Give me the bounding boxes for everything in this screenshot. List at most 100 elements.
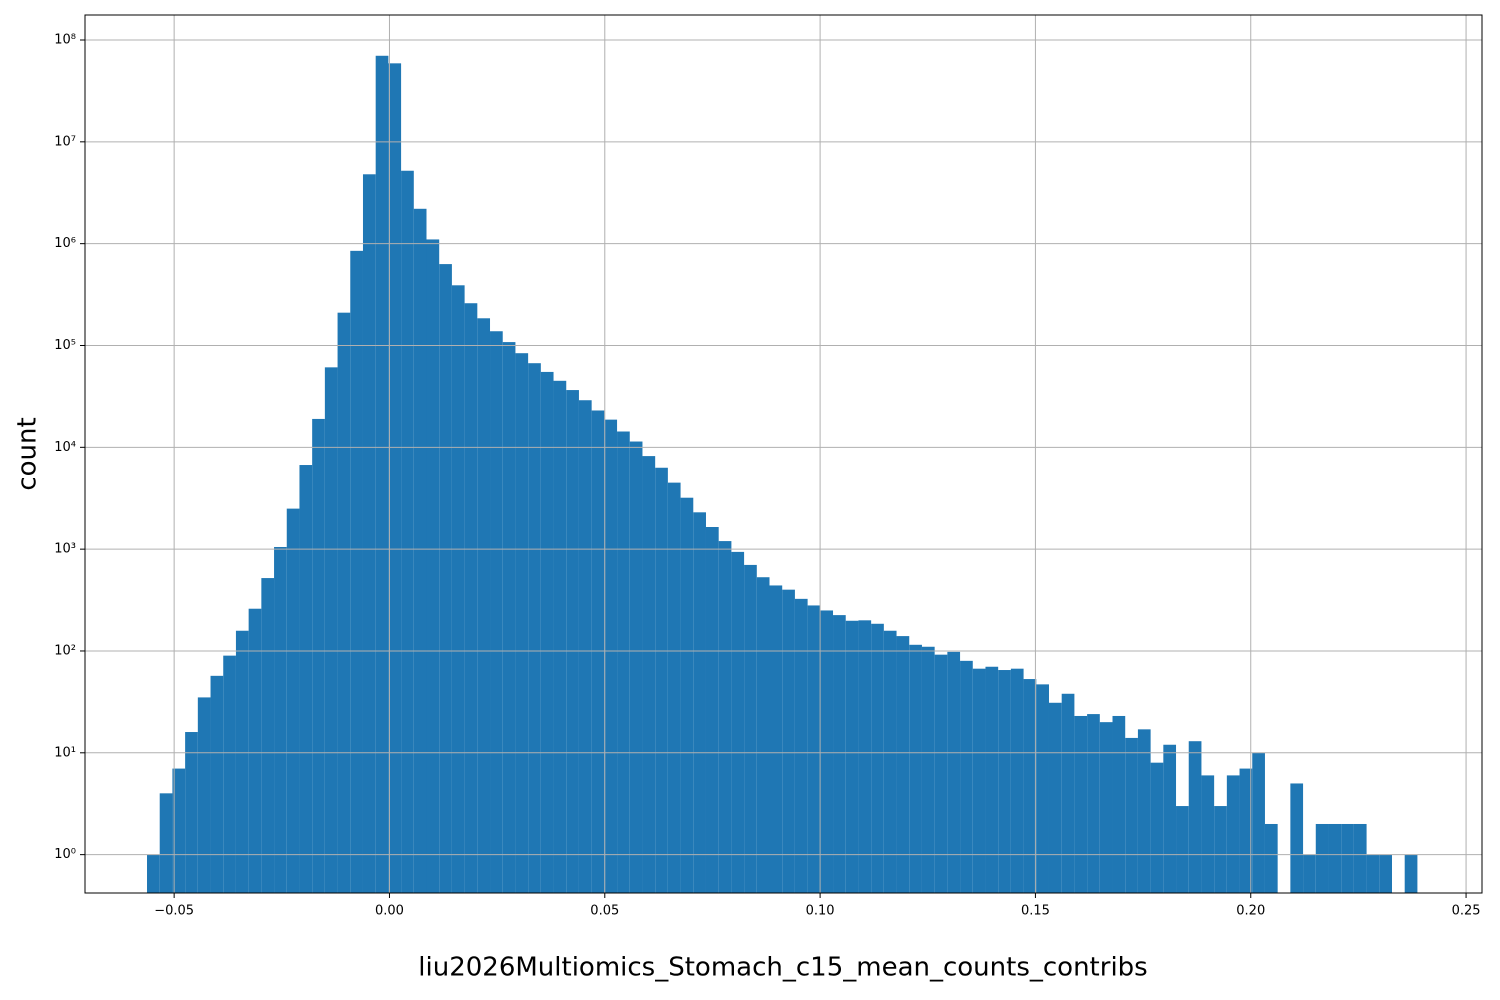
bar [185, 732, 198, 893]
bar [528, 363, 541, 893]
bar [261, 578, 275, 893]
bar [1074, 715, 1088, 893]
bar [553, 380, 567, 893]
x-tick-label: −0.05 [154, 904, 194, 919]
y-tick-label: 10⁸ [54, 33, 76, 48]
bar [1404, 854, 1418, 893]
bar [947, 651, 961, 893]
bar [286, 508, 300, 893]
bar [1048, 702, 1062, 893]
bar [1379, 854, 1392, 893]
bar [1252, 752, 1265, 893]
bar [1061, 693, 1075, 893]
bar [845, 620, 859, 893]
bar [833, 615, 846, 893]
bar [1214, 806, 1227, 893]
bar [350, 250, 363, 894]
bar [388, 63, 402, 894]
bar [934, 654, 948, 893]
bar [744, 564, 757, 893]
bar [1366, 854, 1380, 893]
bar [1290, 783, 1304, 893]
y-tick-label: 10⁵ [54, 338, 76, 353]
bar [477, 318, 491, 893]
y-tick-label: 10⁰ [54, 847, 76, 862]
bar [248, 608, 262, 893]
bar [1315, 823, 1329, 893]
bar [1303, 854, 1316, 893]
bar [680, 497, 694, 893]
y-tick-label: 10⁴ [54, 440, 76, 455]
bar [235, 630, 249, 893]
y-tick-label: 10⁷ [54, 134, 76, 149]
bar [1099, 722, 1113, 893]
bar [617, 431, 630, 893]
bar [312, 418, 325, 893]
bar [960, 660, 973, 893]
bar [299, 465, 313, 893]
bar [667, 482, 681, 893]
bar [1010, 668, 1024, 893]
x-tick-label: 0.20 [1236, 904, 1265, 919]
bar [337, 312, 351, 893]
bar [871, 623, 884, 893]
bar [1239, 768, 1253, 893]
bar [274, 546, 287, 893]
bar [439, 264, 452, 893]
bar [998, 670, 1011, 893]
bar [769, 585, 783, 893]
bar [1112, 715, 1126, 893]
bar [401, 170, 414, 894]
y-tick-label: 10² [54, 643, 76, 658]
bar [375, 55, 389, 893]
bar [820, 610, 834, 893]
bar [782, 589, 795, 893]
bar [502, 342, 516, 894]
bar [718, 541, 732, 893]
x-axis-label: liu2026Multiomics_Stomach_c15_mean_count… [418, 953, 1147, 983]
bar [1137, 729, 1151, 893]
bar [1036, 684, 1049, 893]
bar [1328, 823, 1342, 893]
bar [362, 174, 376, 894]
bar [324, 367, 338, 893]
bar [1163, 744, 1177, 893]
bar [223, 655, 236, 893]
bar [1201, 775, 1215, 893]
bar [807, 605, 821, 893]
y-tick-label: 10⁶ [54, 236, 76, 251]
bar [426, 239, 440, 894]
bar [604, 419, 618, 893]
bar [1087, 714, 1100, 893]
bar [210, 675, 224, 893]
bar [896, 636, 910, 893]
bar [858, 620, 872, 893]
bar [705, 527, 719, 893]
bar [1150, 762, 1164, 893]
bar [1176, 806, 1189, 893]
bar [1341, 823, 1354, 893]
bar [731, 551, 745, 893]
plot-frame [84, 14, 1483, 894]
bar [693, 512, 706, 893]
bar [883, 630, 897, 893]
x-tick-label: 0.15 [1021, 904, 1050, 919]
bar [629, 441, 643, 893]
bar [540, 371, 554, 893]
bar [591, 410, 605, 893]
bar [985, 666, 999, 893]
bar [1353, 823, 1367, 893]
bar [197, 697, 211, 893]
bar [172, 768, 186, 893]
bar [413, 208, 427, 893]
bar [1226, 775, 1240, 893]
bar [655, 467, 668, 893]
bar [756, 577, 770, 893]
y-tick-label: 10¹ [54, 745, 76, 760]
bar [490, 331, 503, 893]
bar [515, 353, 529, 894]
bar [1264, 823, 1278, 893]
bar [464, 303, 478, 893]
